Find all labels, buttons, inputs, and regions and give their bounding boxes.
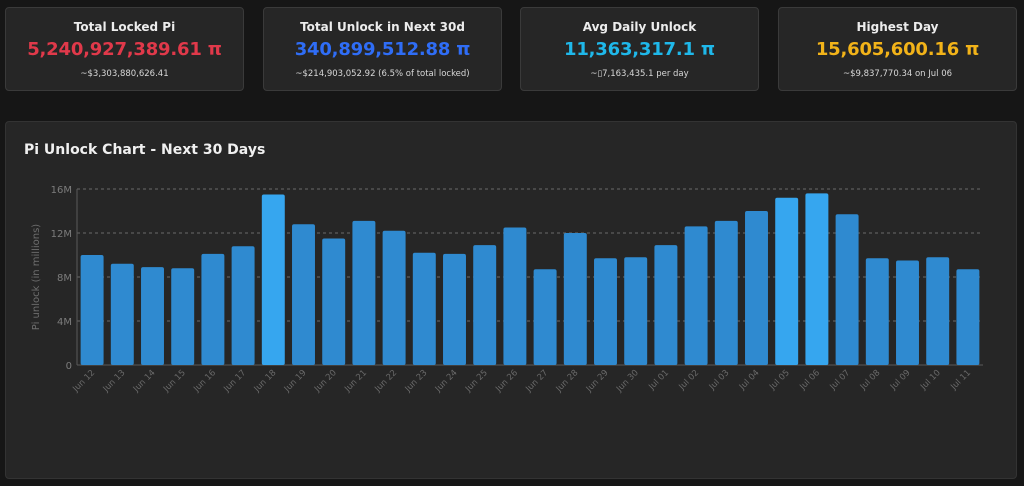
- y-tick-label: 8M: [57, 273, 72, 284]
- bar: [322, 238, 346, 365]
- x-tick-label: Jun 27: [523, 368, 550, 395]
- x-tick-label: Jul 04: [737, 368, 762, 393]
- bar: [956, 269, 980, 365]
- bar: [382, 230, 406, 365]
- chart-title: Pi Unlock Chart - Next 30 Days: [24, 142, 266, 158]
- stat-card-unlock-30d: Total Unlock in Next 30d 340,899,512.88 …: [263, 7, 502, 91]
- bar: [503, 227, 527, 365]
- x-tick-label: Jun 13: [101, 368, 128, 395]
- bar: [292, 224, 315, 365]
- x-tick-label: Jun 17: [221, 368, 248, 395]
- bar: [926, 257, 950, 365]
- bar: [865, 258, 889, 365]
- bar: [775, 197, 799, 365]
- x-tick-label: Jul 06: [797, 368, 822, 393]
- bar: [201, 253, 225, 365]
- stat-label: Total Locked Pi: [73, 20, 176, 34]
- stat-value: 5,240,927,389.61 π: [27, 39, 222, 60]
- stat-value: 340,899,512.88 π: [294, 39, 471, 60]
- y-tick-label: 4M: [57, 317, 72, 328]
- x-tick-label: Jun 14: [131, 368, 158, 395]
- stat-card-total-locked: Total Locked Pi 5,240,927,389.61 π ~$3,3…: [5, 7, 244, 91]
- bar: [80, 255, 104, 365]
- bar: [141, 267, 164, 365]
- bar: [533, 269, 557, 365]
- x-tick-label: Jun 23: [403, 368, 430, 395]
- x-tick-label: Jun 25: [463, 368, 490, 395]
- bar: [412, 252, 436, 365]
- bar: [624, 257, 648, 365]
- x-tick-label: Jun 16: [191, 368, 218, 395]
- bar: [563, 233, 587, 365]
- x-tick-label: Jun 12: [70, 368, 97, 395]
- x-tick-label: Jul 01: [646, 368, 671, 393]
- bar: [835, 214, 859, 365]
- stat-value: 15,605,600.16 π: [815, 39, 980, 60]
- bar: [654, 245, 678, 365]
- x-tick-label: Jul 03: [707, 368, 732, 393]
- chart-panel: Pi Unlock Chart - Next 30 Days 0 4M 8M 12M 1…: [5, 121, 1017, 479]
- x-tick-label: Jul 05: [767, 368, 792, 393]
- bar: [261, 194, 285, 365]
- x-tick-label: Jun 20: [312, 368, 339, 395]
- bar: [896, 260, 919, 365]
- stat-label: Total Unlock in Next 30d: [300, 20, 465, 34]
- x-tick-label: Jun 26: [493, 368, 520, 395]
- unlock-bar-chart: 0 4M 8M 12M 16M Pi unlock (in millions) Jun 12…: [31, 185, 983, 395]
- bar: [110, 263, 134, 365]
- stat-sub: ~$3,303,880,626.41: [80, 69, 169, 79]
- bar: [805, 193, 829, 365]
- x-tick-label: Jun 21: [342, 368, 369, 395]
- bar: [473, 245, 497, 365]
- bar: [684, 226, 708, 365]
- bar: [171, 268, 195, 365]
- x-tick-label: Jul 08: [858, 368, 883, 393]
- bar: [714, 220, 738, 365]
- stat-card-highest-day: Highest Day 15,605,600.16 π ~$9,837,770.…: [778, 7, 1017, 91]
- stat-card-avg-daily: Avg Daily Unlock 11,363,317.1 π ~▯7,163,…: [520, 7, 759, 91]
- y-tick-label: 12M: [51, 229, 72, 240]
- x-tick-label: Jun 15: [161, 368, 188, 395]
- bar: [594, 258, 617, 365]
- stats-row: Total Locked Pi 5,240,927,389.61 π ~$3,3…: [5, 7, 1017, 92]
- stat-value: 11,363,317.1 π: [564, 39, 715, 60]
- x-tick-label: Jun 18: [252, 368, 279, 395]
- x-tick-label: Jun 29: [584, 368, 611, 395]
- y-axis-title: Pi unlock (in millions): [31, 224, 42, 331]
- y-tick-label: 16M: [51, 185, 72, 196]
- y-tick-label: 0: [66, 361, 72, 372]
- x-tick-label: Jul 10: [918, 368, 943, 393]
- x-tick-label: Jun 22: [372, 368, 399, 395]
- x-tick-label: Jun 19: [282, 368, 309, 395]
- stat-sub: ~▯7,163,435.1 per day: [590, 69, 689, 79]
- stat-label: Highest Day: [856, 20, 939, 34]
- x-tick-label: Jul 07: [828, 368, 853, 393]
- stat-sub: ~$214,903,052.92 (6.5% of total locked): [295, 69, 470, 79]
- bar: [231, 246, 255, 365]
- x-tick-label: Jun 24: [433, 368, 460, 395]
- bar: [352, 220, 376, 365]
- stat-label: Avg Daily Unlock: [582, 20, 697, 34]
- x-tick-label: Jul 09: [888, 368, 913, 393]
- x-tick-label: Jun 28: [554, 368, 581, 395]
- x-tick-label: Jul 11: [948, 368, 973, 393]
- bar: [745, 211, 768, 365]
- x-tick-label: Jul 02: [677, 368, 702, 393]
- bar: [443, 253, 466, 365]
- stat-sub: ~$9,837,770.34 on Jul 06: [842, 69, 953, 79]
- x-tick-label: Jun 30: [614, 368, 641, 395]
